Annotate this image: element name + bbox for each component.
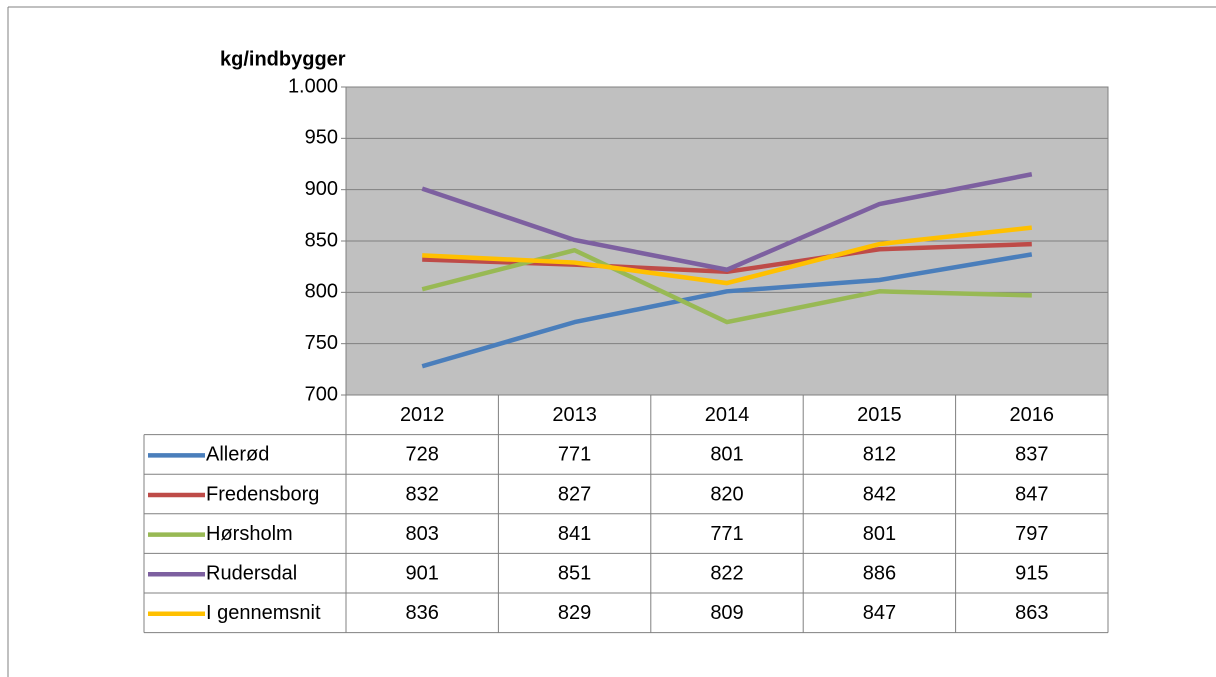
table-value: 812 <box>863 444 896 466</box>
series-line <box>422 225 1033 286</box>
table-value: 832 <box>406 483 439 505</box>
series-line <box>421 247 1032 325</box>
legend-label: Rudersdal <box>206 562 297 584</box>
y-tick-label: 900 <box>305 178 338 200</box>
table-value: 728 <box>406 444 439 466</box>
x-tick-label: 2013 <box>552 404 597 426</box>
table-value: 915 <box>1015 562 1048 584</box>
x-tick-label: 2012 <box>400 404 445 426</box>
table-value: 771 <box>710 523 743 545</box>
table-value: 863 <box>1015 602 1048 624</box>
y-tick-label: 750 <box>305 332 338 354</box>
table-value: 847 <box>863 602 896 624</box>
table-value: 820 <box>710 483 743 505</box>
y-tick-label: 850 <box>305 229 338 251</box>
y-tick-label: 800 <box>305 281 338 303</box>
table-value: 847 <box>1015 483 1048 505</box>
table-value: 771 <box>558 444 591 466</box>
legend-label: I gennemsnit <box>206 602 321 624</box>
series-line <box>421 252 1033 369</box>
table-value: 801 <box>863 523 896 545</box>
y-tick-label: 700 <box>305 383 338 405</box>
table-value: 822 <box>710 562 743 584</box>
x-tick-label: 2015 <box>857 404 902 426</box>
table-value: 842 <box>863 483 896 505</box>
x-tick-label: 2016 <box>1010 404 1055 426</box>
y-tick-label: 950 <box>305 127 338 149</box>
x-tick-label: 2014 <box>705 404 750 426</box>
legend-label: Fredensborg <box>206 483 319 505</box>
y-tick-label: 1.000 <box>288 75 338 97</box>
legend-label: Allerød <box>206 444 269 466</box>
table-value: 803 <box>406 523 439 545</box>
table-value: 801 <box>710 444 743 466</box>
legend-label: Hørsholm <box>206 523 293 545</box>
table-value: 841 <box>558 523 591 545</box>
table-value: 797 <box>1015 523 1048 545</box>
table-value: 827 <box>558 483 591 505</box>
y-axis-label: kg/indbygger <box>220 48 346 70</box>
series-line <box>421 172 1033 272</box>
table-value: 837 <box>1015 444 1048 466</box>
table-value: 901 <box>406 562 439 584</box>
table-value: 829 <box>558 602 591 624</box>
table-value: 851 <box>558 562 591 584</box>
table-value: 836 <box>406 602 439 624</box>
table-value: 886 <box>863 562 896 584</box>
table-value: 809 <box>710 602 743 624</box>
